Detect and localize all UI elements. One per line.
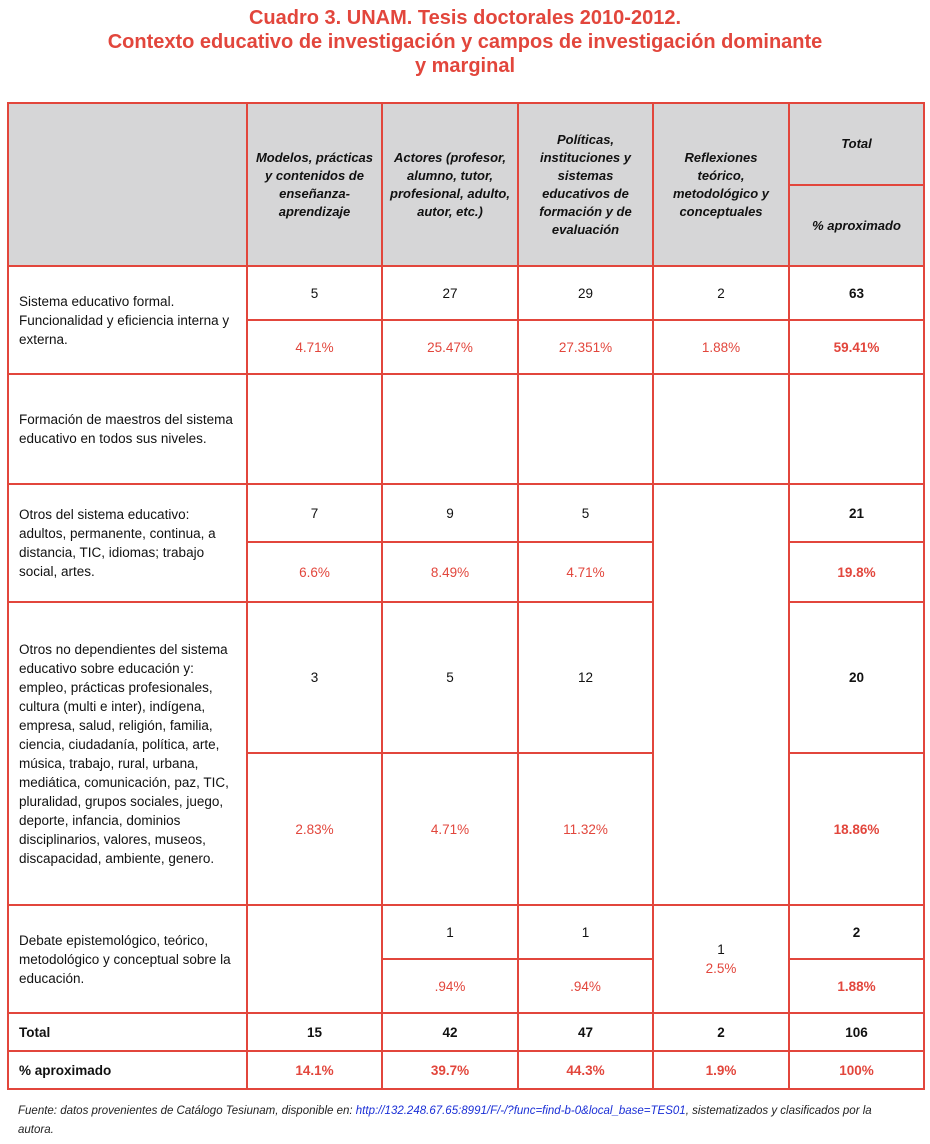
- corner-cell: [7, 102, 248, 267]
- pct-cell: 8.49%: [381, 541, 519, 603]
- header-total: Total: [788, 102, 925, 186]
- pct-cell: 4.71%: [517, 541, 654, 603]
- header-politicas: Políticas, instituciones y sistemas educ…: [517, 102, 654, 267]
- empty-cell: [652, 373, 790, 485]
- row-total: 2: [788, 904, 925, 960]
- header-actores: Actores (profesor, alumno, tutor, profes…: [381, 102, 519, 267]
- table-title: Cuadro 3. UNAM. Tesis doctorales 2010-20…: [0, 0, 930, 90]
- pct-cell: .94%: [517, 958, 654, 1014]
- empty-cell: [246, 373, 383, 485]
- pct-cell: 2.83%: [246, 752, 383, 906]
- source-link[interactable]: http://132.248.67.65:8991/F/-/?func=find…: [355, 1105, 686, 1117]
- empty-cell: [788, 373, 925, 485]
- total-label: Total: [7, 1012, 248, 1052]
- row-label: Debate epistemológico, teórico, metodoló…: [7, 904, 248, 1014]
- empty-cell: [652, 483, 790, 906]
- source-suffix: , sistematizados y clasificados por la a…: [18, 1105, 872, 1136]
- pct-cell: 27.351%: [517, 319, 654, 375]
- count-cell: 1: [381, 904, 519, 960]
- count-cell: 2: [652, 265, 790, 321]
- row-total-pct: 19.8%: [788, 541, 925, 603]
- count-cell: 9: [381, 483, 519, 543]
- row-total: 20: [788, 601, 925, 754]
- pct-grand-total: 100%: [788, 1050, 925, 1090]
- pct-total-cell: 1.9%: [652, 1050, 790, 1090]
- row-total-pct: 1.88%: [788, 958, 925, 1014]
- pct-cell: 1.88%: [652, 319, 790, 375]
- count-cell: 5: [246, 265, 383, 321]
- total-cell: 42: [381, 1012, 519, 1052]
- pct-cell: 4.71%: [246, 319, 383, 375]
- header-modelos: Modelos, prácticas y contenidos de enseñ…: [246, 102, 383, 267]
- pct-cell: .94%: [381, 958, 519, 1014]
- pct-cell: 4.71%: [381, 752, 519, 906]
- grand-total: 106: [788, 1012, 925, 1052]
- count-cell: 12: [517, 601, 654, 754]
- source-note: Fuente: datos provenientes de Catálogo T…: [18, 1102, 908, 1140]
- pct-cell: 25.47%: [381, 319, 519, 375]
- pct-total-cell: 14.1%: [246, 1050, 383, 1090]
- count-cell: 1: [517, 904, 654, 960]
- empty-cell: [517, 373, 654, 485]
- count-cell: 29: [517, 265, 654, 321]
- title-line: y marginal: [414, 55, 516, 77]
- title-line: Cuadro 3. UNAM. Tesis doctorales 2010-20…: [248, 7, 681, 29]
- count-cell: 5: [517, 483, 654, 543]
- empty-cell: [381, 373, 519, 485]
- count-value: 1: [717, 942, 725, 957]
- header-reflexiones: Reflexiones teórico, metodológico y conc…: [652, 102, 790, 267]
- title-line: Contexto educativo de investigación y ca…: [107, 31, 823, 53]
- count-cell: 3: [246, 601, 383, 754]
- count-cell: 5: [381, 601, 519, 754]
- total-cell: 2: [652, 1012, 790, 1052]
- empty-cell: [246, 904, 383, 1014]
- source-prefix: Fuente: datos provenientes de Catálogo T…: [18, 1105, 356, 1117]
- pct-cell: 6.6%: [246, 541, 383, 603]
- header-pct: % aproximado: [788, 184, 925, 267]
- pct-value: 2.5%: [705, 961, 737, 976]
- pct-label: % aproximado: [7, 1050, 248, 1090]
- row-total-pct: 18.86%: [788, 752, 925, 906]
- row-label: Otros del sistema educativo: adultos, pe…: [7, 483, 248, 603]
- row-total: 63: [788, 265, 925, 321]
- data-table: Modelos, prácticas y contenidos de enseñ…: [7, 102, 925, 1090]
- row-total-pct: 59.41%: [788, 319, 925, 375]
- row-total: 21: [788, 483, 925, 543]
- total-cell: 47: [517, 1012, 654, 1052]
- row-label: Formación de maestros del sistema educat…: [7, 373, 248, 485]
- reflexiones-cell: 1 2.5%: [652, 904, 790, 1014]
- count-cell: 7: [246, 483, 383, 543]
- pct-total-cell: 44.3%: [517, 1050, 654, 1090]
- row-label: Otros no dependientes del sistema educat…: [7, 601, 248, 906]
- pct-cell: 11.32%: [517, 752, 654, 906]
- pct-total-cell: 39.7%: [381, 1050, 519, 1090]
- count-cell: 27: [381, 265, 519, 321]
- total-cell: 15: [246, 1012, 383, 1052]
- row-label: Sistema educativo formal. Funcionalidad …: [7, 265, 248, 375]
